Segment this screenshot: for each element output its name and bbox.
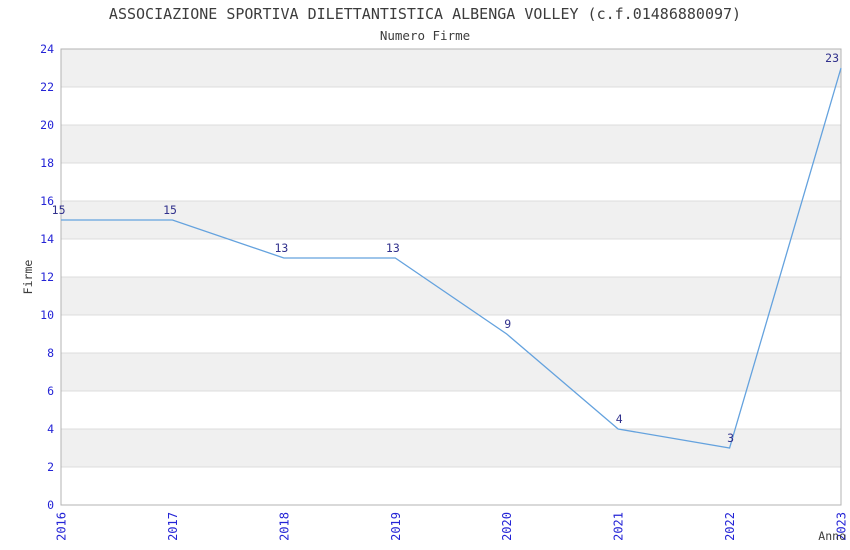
- data-label: 4: [616, 412, 623, 426]
- y-tick-label: 12: [40, 270, 54, 284]
- x-tick-label: 2019: [389, 512, 403, 541]
- y-tick-label: 18: [40, 156, 54, 170]
- data-label: 9: [504, 317, 511, 331]
- x-tick-label: 2018: [277, 512, 291, 541]
- plot-band: [61, 125, 841, 163]
- y-tick-label: 16: [40, 194, 54, 208]
- data-label: 3: [727, 431, 734, 445]
- y-tick-label: 14: [40, 232, 54, 246]
- x-tick-label: 2023: [835, 512, 849, 541]
- data-label: 15: [163, 203, 177, 217]
- x-tick-label: 2022: [723, 512, 737, 541]
- x-tick-label: 2017: [166, 512, 180, 541]
- data-label: 13: [386, 241, 400, 255]
- y-tick-label: 6: [47, 384, 54, 398]
- y-axis-title: Firme: [21, 259, 35, 295]
- chart-subtitle: Numero Firme: [379, 28, 471, 43]
- data-label: 23: [825, 51, 839, 65]
- plot-band: [61, 49, 841, 87]
- series-line: [61, 67, 842, 449]
- plot-band: [61, 353, 841, 391]
- y-tick-label: 0: [47, 498, 54, 512]
- plot-band: [61, 201, 841, 239]
- y-tick-label: 2: [47, 460, 54, 474]
- data-label: 13: [274, 241, 288, 255]
- y-tick-label: 4: [47, 422, 54, 436]
- x-axis-title: Anno: [818, 529, 846, 543]
- y-tick-label: 10: [40, 308, 54, 322]
- y-tick-label: 8: [47, 346, 54, 360]
- data-label: 15: [52, 203, 66, 217]
- y-tick-label: 22: [40, 80, 54, 94]
- y-tick-label: 20: [40, 118, 54, 132]
- x-tick-label: 2021: [612, 512, 626, 541]
- plot-border: [60, 48, 842, 506]
- x-tick-label: 2016: [55, 512, 69, 541]
- chart-title: ASSOCIAZIONE SPORTIVA DILETTANTISTICA AL…: [108, 5, 742, 23]
- x-tick-label: 2020: [500, 512, 514, 541]
- y-tick-label: 24: [40, 42, 54, 56]
- plot-band: [61, 429, 841, 467]
